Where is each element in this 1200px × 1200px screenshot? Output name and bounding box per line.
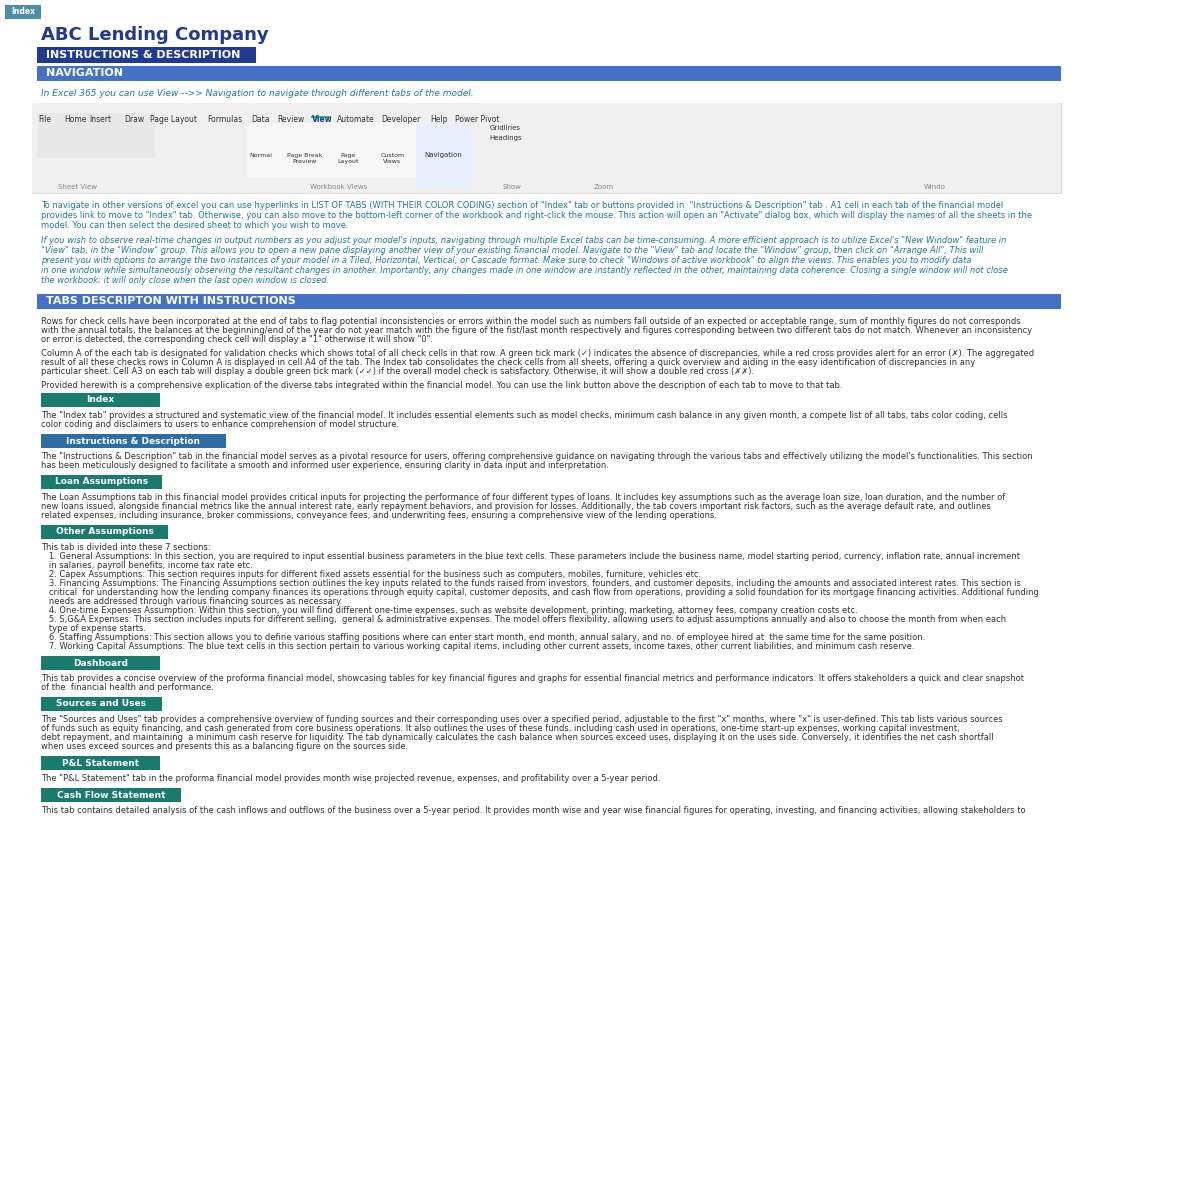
- Text: provides link to move to "Index" tab. Otherwise, you can also move to the bottom: provides link to move to "Index" tab. Ot…: [41, 211, 1032, 220]
- Text: model. You can then select the desired sheet to which you wish to move.: model. You can then select the desired s…: [41, 221, 349, 230]
- Text: type of expense starts.: type of expense starts.: [41, 624, 146, 634]
- Text: debt repayment, and maintaining  a minimum cash reserve for liquidity. The tab d: debt repayment, and maintaining a minimu…: [41, 733, 994, 742]
- Text: The "Sources and Uses" tab provides a comprehensive overview of funding sources : The "Sources and Uses" tab provides a co…: [41, 715, 1003, 724]
- Text: in salaries, payroll benefits, income tax rate etc.: in salaries, payroll benefits, income ta…: [41, 560, 253, 570]
- Text: related expenses, including insurance, broker commissions, conveyance fees, and : related expenses, including insurance, b…: [41, 511, 718, 520]
- Bar: [36, 113, 156, 158]
- Text: The "Instructions & Description" tab in the financial model serves as a pivotal : The "Instructions & Description" tab in …: [41, 452, 1033, 461]
- Text: Insert: Insert: [90, 115, 112, 124]
- Text: P&L Statement: P&L Statement: [62, 758, 139, 768]
- Text: The Loan Assumptions tab in this financial model provides critical inputs for pr: The Loan Assumptions tab in this financi…: [41, 493, 1006, 502]
- Text: 1. General Assumptions: In this section, you are required to input essential bus: 1. General Assumptions: In this section,…: [41, 552, 1020, 560]
- Text: 6. Staffing Assumptions: This section allows you to define various staffing posi: 6. Staffing Assumptions: This section al…: [41, 634, 925, 642]
- Text: Power Pivot: Power Pivot: [455, 115, 500, 124]
- Text: result of all these checks rows in Column A is displayed in cell A4 of the tab. : result of all these checks rows in Colum…: [41, 358, 976, 367]
- Text: Loan Assumptions: Loan Assumptions: [55, 478, 148, 486]
- Text: Show: Show: [503, 184, 522, 190]
- Text: If you wish to observe real-time changes in output numbers as you adjust your mo: If you wish to observe real-time changes…: [41, 236, 1007, 245]
- Text: Custom
Views: Custom Views: [380, 152, 404, 163]
- Bar: [41, 475, 162, 490]
- Text: Page Layout: Page Layout: [150, 115, 197, 124]
- Bar: [41, 697, 162, 710]
- Text: new loans issued, alongside financial metrics like the annual interest rate, ear: new loans issued, alongside financial me…: [41, 502, 991, 511]
- Text: Sheet View: Sheet View: [59, 184, 97, 190]
- Text: particular sheet. Cell A3 on each tab will display a double green tick mark (✓✓): particular sheet. Cell A3 on each tab wi…: [41, 367, 755, 376]
- Text: The "P&L Statement" tab in the proforma financial model provides month wise proj: The "P&L Statement" tab in the proforma …: [41, 774, 661, 782]
- Bar: [36, 66, 1061, 80]
- Bar: [36, 47, 256, 62]
- Text: needs are addressed through various financing sources as necessary.: needs are addressed through various fina…: [41, 596, 343, 606]
- Text: Automate: Automate: [337, 115, 376, 124]
- Text: Zoom: Zoom: [594, 184, 613, 190]
- Text: Index: Index: [11, 7, 35, 17]
- Bar: [32, 103, 1061, 193]
- Text: or error is detected, the corresponding check cell will display a "1" otherwise : or error is detected, the corresponding …: [41, 335, 433, 344]
- Bar: [41, 656, 160, 670]
- Text: 4. One-time Expenses Assumption: Within this section, you will find different on: 4. One-time Expenses Assumption: Within …: [41, 606, 858, 614]
- Text: 7. Working Capital Assumptions: The blue text cells in this section pertain to v: 7. Working Capital Assumptions: The blue…: [41, 642, 914, 650]
- Text: Gridlines: Gridlines: [490, 125, 520, 131]
- Text: the workbook; it will only close when the last open window is closed.: the workbook; it will only close when th…: [41, 276, 329, 284]
- Text: critical  for understanding how the lending company finances its operations thro: critical for understanding how the lendi…: [41, 588, 1039, 596]
- Text: 5. S,G&A Expenses: This section includes inputs for different selling,  general : 5. S,G&A Expenses: This section includes…: [41, 614, 1007, 624]
- Bar: [32, 103, 1061, 193]
- Text: INSTRUCTIONS & DESCRIPTION: INSTRUCTIONS & DESCRIPTION: [46, 50, 240, 60]
- Text: Workbook Views: Workbook Views: [310, 184, 367, 190]
- Text: has been meticulously designed to facilitate a smooth and informed user experien: has been meticulously designed to facili…: [41, 461, 610, 470]
- Bar: [247, 122, 430, 178]
- Bar: [41, 788, 181, 802]
- Text: 3. Financing Assumptions: The Financing Assumptions section outlines the key inp: 3. Financing Assumptions: The Financing …: [41, 578, 1021, 588]
- Text: ABC Lending Company: ABC Lending Company: [41, 26, 269, 44]
- Text: The "Index tab" provides a structured and systematic view of the financial model: The "Index tab" provides a structured an…: [41, 410, 1008, 420]
- Text: This tab provides a concise overview of the proforma financial model, showcasing: This tab provides a concise overview of …: [41, 674, 1024, 683]
- Text: of the  financial health and performance.: of the financial health and performance.: [41, 683, 214, 692]
- Text: Windo: Windo: [924, 184, 946, 190]
- Text: Page Break
Preview: Page Break Preview: [287, 152, 322, 163]
- Text: Review: Review: [277, 115, 305, 124]
- Text: Provided herewith is a comprehensive explication of the diverse tabs integrated : Provided herewith is a comprehensive exp…: [41, 382, 842, 390]
- Text: NAVIGATION: NAVIGATION: [46, 68, 122, 78]
- Bar: [5, 5, 41, 19]
- Text: Draw: Draw: [125, 115, 144, 124]
- Text: This tab is divided into these 7 sections:: This tab is divided into these 7 section…: [41, 542, 211, 552]
- Text: Column A of the each tab is designated for validation checks which shows total o: Column A of the each tab is designated f…: [41, 349, 1034, 358]
- Text: Dashboard: Dashboard: [73, 659, 128, 667]
- Text: present you with options to arrange the two instances of your model in a Tiled, : present you with options to arrange the …: [41, 256, 972, 265]
- Bar: [41, 756, 160, 770]
- Text: of funds such as equity financing, and cash generated from core business operati: of funds such as equity financing, and c…: [41, 724, 960, 733]
- Bar: [416, 122, 470, 188]
- Text: Cash Flow Statement: Cash Flow Statement: [56, 791, 166, 799]
- Bar: [41, 434, 226, 448]
- Text: File: File: [38, 115, 52, 124]
- Text: when uses exceed sources and presents this as a balancing figure on the sources : when uses exceed sources and presents th…: [41, 742, 408, 751]
- Text: Rows for check cells have been incorporated at the end of tabs to flag potential: Rows for check cells have been incorpora…: [41, 317, 1021, 326]
- Text: Formulas: Formulas: [208, 115, 242, 124]
- Text: View: View: [312, 115, 332, 124]
- Text: Developer: Developer: [382, 115, 420, 124]
- Text: Sources and Uses: Sources and Uses: [56, 700, 146, 708]
- Text: Index: Index: [86, 396, 115, 404]
- Text: In Excel 365 you can use View -->> Navigation to navigate through different tabs: In Excel 365 you can use View -->> Navig…: [41, 89, 474, 98]
- Text: with the annual totals, the balances at the beginning/end of the year do not yea: with the annual totals, the balances at …: [41, 326, 1032, 335]
- Bar: [416, 122, 470, 188]
- Text: Home: Home: [64, 115, 86, 124]
- Text: Page
Layout: Page Layout: [337, 152, 359, 163]
- Text: Other Assumptions: Other Assumptions: [55, 528, 154, 536]
- Text: TABS DESCRIPTON WITH INSTRUCTIONS: TABS DESCRIPTON WITH INSTRUCTIONS: [46, 296, 295, 306]
- Bar: [41, 392, 160, 407]
- Text: This tab contains detailed analysis of the cash inflows and outflows of the busi: This tab contains detailed analysis of t…: [41, 806, 1026, 815]
- Bar: [41, 526, 168, 539]
- Text: Normal: Normal: [250, 152, 272, 158]
- Bar: [36, 294, 1061, 308]
- Text: To navigate in other versions of excel you can use hyperlinks in LIST OF TABS (W: To navigate in other versions of excel y…: [41, 200, 1003, 210]
- Text: Help: Help: [430, 115, 448, 124]
- Text: "View" tab, in the "Window" group. This allows you to open a new pane displaying: "View" tab, in the "Window" group. This …: [41, 246, 984, 254]
- Text: Headings: Headings: [490, 134, 522, 140]
- Text: Data: Data: [252, 115, 270, 124]
- Text: in one window while simultaneously observing the resultant changes in another. I: in one window while simultaneously obser…: [41, 266, 1008, 275]
- Text: Instructions & Description: Instructions & Description: [66, 437, 200, 445]
- Text: Navigation: Navigation: [425, 152, 462, 158]
- Text: color coding and disclaimers to users to enhance comprehension of model structur: color coding and disclaimers to users to…: [41, 420, 400, 428]
- Text: 2. Capex Assumptions: This section requires inputs for different fixed assets es: 2. Capex Assumptions: This section requi…: [41, 570, 701, 578]
